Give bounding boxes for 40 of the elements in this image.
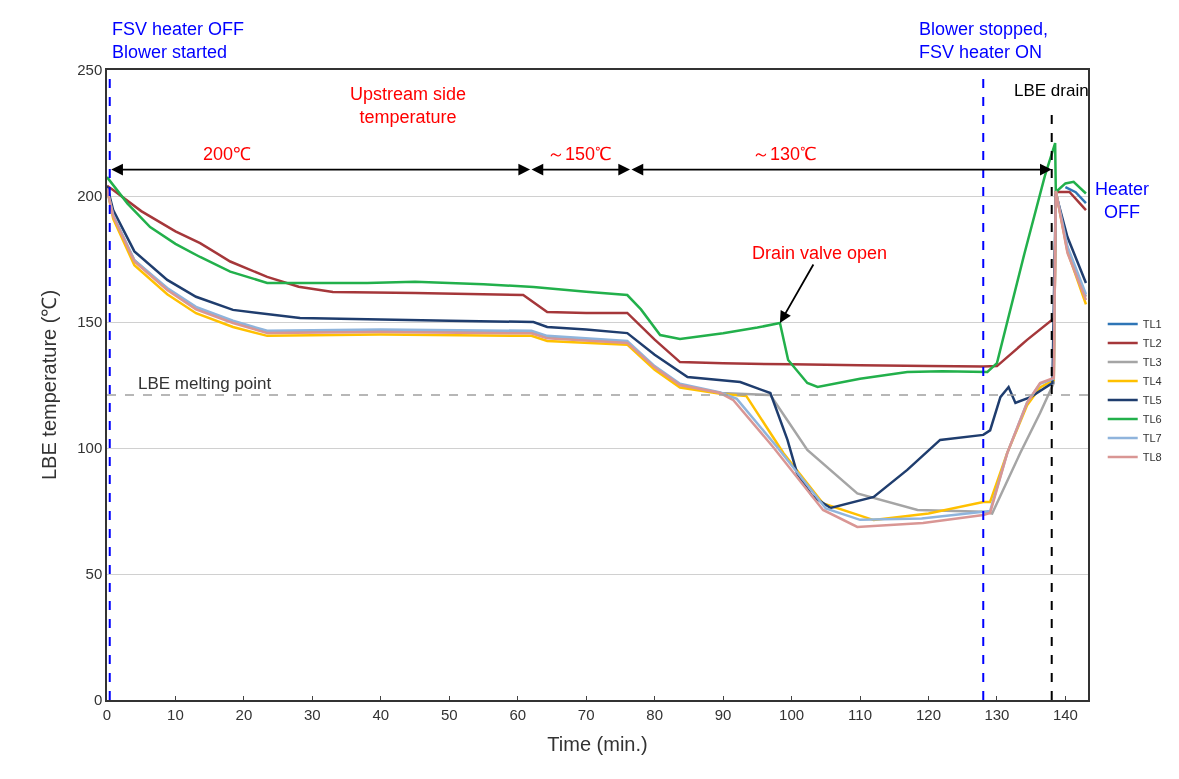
legend-label: TL3 — [1142, 356, 1162, 369]
x-tick-label: 40 — [372, 705, 390, 723]
x-tick-label: 50 — [440, 705, 458, 723]
legend-label: TL5 — [1142, 394, 1162, 407]
ref-line-label: Blower stopped, FSV heater ON — [919, 19, 1049, 63]
y-tick-label: 0 — [93, 691, 103, 709]
x-axis-title: Time (min.) — [547, 732, 648, 755]
legend-label: TL1 — [1142, 318, 1162, 331]
x-tick-label: 90 — [714, 705, 732, 723]
legend-label: TL4 — [1142, 375, 1162, 388]
x-tick-label: 120 — [915, 705, 942, 723]
x-tick-label: 100 — [779, 705, 805, 723]
ref-line-label: LBE melting point — [138, 374, 272, 393]
legend-label: TL7 — [1142, 432, 1162, 445]
y-axis-title: LBE temperature (℃) — [38, 289, 61, 481]
x-tick-label: 110 — [848, 705, 872, 723]
annotation: Upstream side temperature — [350, 84, 467, 128]
x-tick-label: 70 — [577, 705, 595, 723]
ref-line-label: LBE drain — [1014, 81, 1089, 100]
text: Heater OFF — [1095, 179, 1150, 223]
y-tick-label: 50 — [85, 565, 103, 583]
y-tick-label: 200 — [77, 187, 103, 205]
x-tick-label: 60 — [509, 705, 527, 723]
annotation: ～130℃ — [752, 144, 818, 164]
x-tick-label: 80 — [646, 705, 663, 723]
x-tick-label: 20 — [235, 705, 253, 723]
annotation: Drain valve open — [752, 243, 888, 263]
ref-line-label: FSV heater OFF Blower started — [112, 19, 245, 63]
x-tick-label: 10 — [167, 705, 184, 723]
x-tick-label: 130 — [984, 705, 1010, 723]
y-tick-label: 150 — [77, 313, 103, 331]
x-tick-label: 30 — [304, 705, 321, 723]
legend-label: TL6 — [1142, 413, 1162, 426]
annotation: ～150℃ — [547, 144, 613, 164]
x-tick-label: 140 — [1052, 705, 1078, 723]
legend-label: TL2 — [1142, 337, 1162, 350]
y-tick-label: 100 — [77, 439, 103, 457]
annotation: 200℃ — [203, 144, 252, 164]
legend-label: TL8 — [1142, 451, 1162, 464]
y-tick-label: 250 — [77, 61, 103, 79]
